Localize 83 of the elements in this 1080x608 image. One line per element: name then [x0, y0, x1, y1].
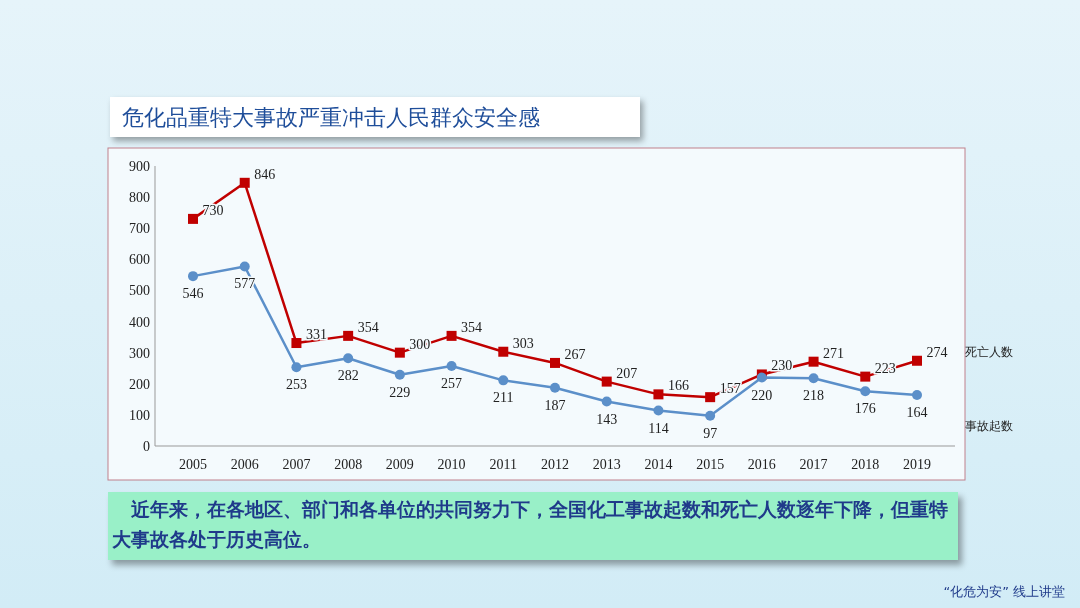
data-label: 282: [337, 368, 359, 384]
data-label: 97: [703, 425, 718, 441]
x-tick-label: 2019: [903, 457, 931, 472]
x-tick-label: 2016: [747, 457, 776, 472]
data-label: 166: [667, 378, 689, 394]
point: [188, 213, 198, 224]
point: [446, 361, 457, 372]
y-tick-label: 700: [129, 221, 150, 237]
data-label: 176: [854, 401, 876, 417]
data-label: 267: [564, 346, 586, 362]
x-tick-label: 2018: [851, 457, 880, 472]
x-tick-label: 2008: [334, 457, 363, 472]
data-label: 164: [906, 404, 928, 420]
data-label: 546: [182, 286, 204, 302]
y-tick-label: 400: [129, 314, 150, 330]
point: [498, 346, 509, 357]
point: [343, 353, 354, 364]
point: [239, 261, 250, 272]
chart-title: 危化品重特大事故严重冲击人民群众安全感: [122, 105, 540, 130]
point: [860, 371, 871, 382]
y-tick-label: 200: [129, 376, 150, 392]
data-label: 207: [616, 365, 638, 381]
data-label: 229: [389, 384, 411, 400]
y-tick-label: 0: [143, 439, 150, 454]
text: 死亡人数: [965, 344, 1013, 359]
x-tick-label: 2009: [385, 457, 414, 472]
data-label: 211: [493, 390, 514, 406]
x-tick-label: 2011: [489, 457, 518, 472]
data-label: 354: [461, 319, 483, 335]
point: [291, 362, 302, 373]
data-label: 114: [648, 420, 669, 436]
x-tick-label: 2007: [282, 457, 311, 472]
point: [601, 396, 612, 407]
point: [239, 177, 250, 188]
point: [550, 382, 560, 393]
point: [705, 410, 716, 421]
data-label: 187: [544, 397, 566, 413]
data-label: 331: [305, 327, 327, 343]
data-label: 354: [357, 319, 379, 335]
x-tick-label: 2013: [592, 457, 621, 472]
text: 近年来，在各地区、部门和各单位的共同努力下，全国化工事故起数和死亡人数逐年下降，但重特大事故各处于历史高位。: [112, 497, 949, 552]
data-label: 271: [823, 345, 845, 361]
data-label: 143: [596, 411, 618, 427]
x-tick-label: 2017: [799, 457, 828, 472]
point: [653, 405, 664, 416]
y-tick-label: 600: [129, 252, 150, 268]
point: [343, 330, 354, 341]
point: [394, 369, 405, 380]
data-label: 253: [285, 377, 307, 393]
data-label: 220: [751, 387, 773, 403]
y-tick-label: 500: [129, 283, 150, 299]
point: [446, 330, 457, 341]
y-tick-label: 800: [129, 190, 150, 206]
data-label: 274: [926, 344, 948, 360]
point: [912, 389, 922, 400]
data-label: 846: [254, 166, 276, 182]
point: [291, 338, 302, 349]
data-label: 303: [512, 335, 534, 351]
x-tick-label: 2014: [644, 457, 673, 472]
point: [705, 392, 716, 403]
point: [860, 386, 871, 397]
text: “化危为安” 线上讲堂: [943, 584, 1065, 599]
y-tick-label: 300: [129, 345, 150, 361]
data-label: 730: [202, 202, 224, 218]
y-tick-label: 100: [129, 407, 150, 423]
point: [498, 375, 509, 386]
data-label: 218: [803, 388, 825, 404]
point: [808, 356, 819, 367]
point: [601, 376, 612, 387]
point: [653, 389, 664, 400]
point: [912, 355, 922, 366]
x-tick-label: 2015: [696, 457, 725, 472]
point: [188, 271, 198, 282]
y-tick-label: 900: [129, 159, 150, 174]
point: [808, 373, 819, 384]
point: [394, 347, 405, 358]
point: [550, 357, 560, 368]
x-tick-label: 2012: [541, 457, 569, 472]
x-tick-label: 2006: [230, 457, 259, 472]
x-tick-label: 2010: [437, 457, 466, 472]
data-label: 257: [441, 376, 463, 392]
text: 事故起数: [965, 418, 1013, 433]
x-tick-label: 2005: [179, 457, 207, 472]
